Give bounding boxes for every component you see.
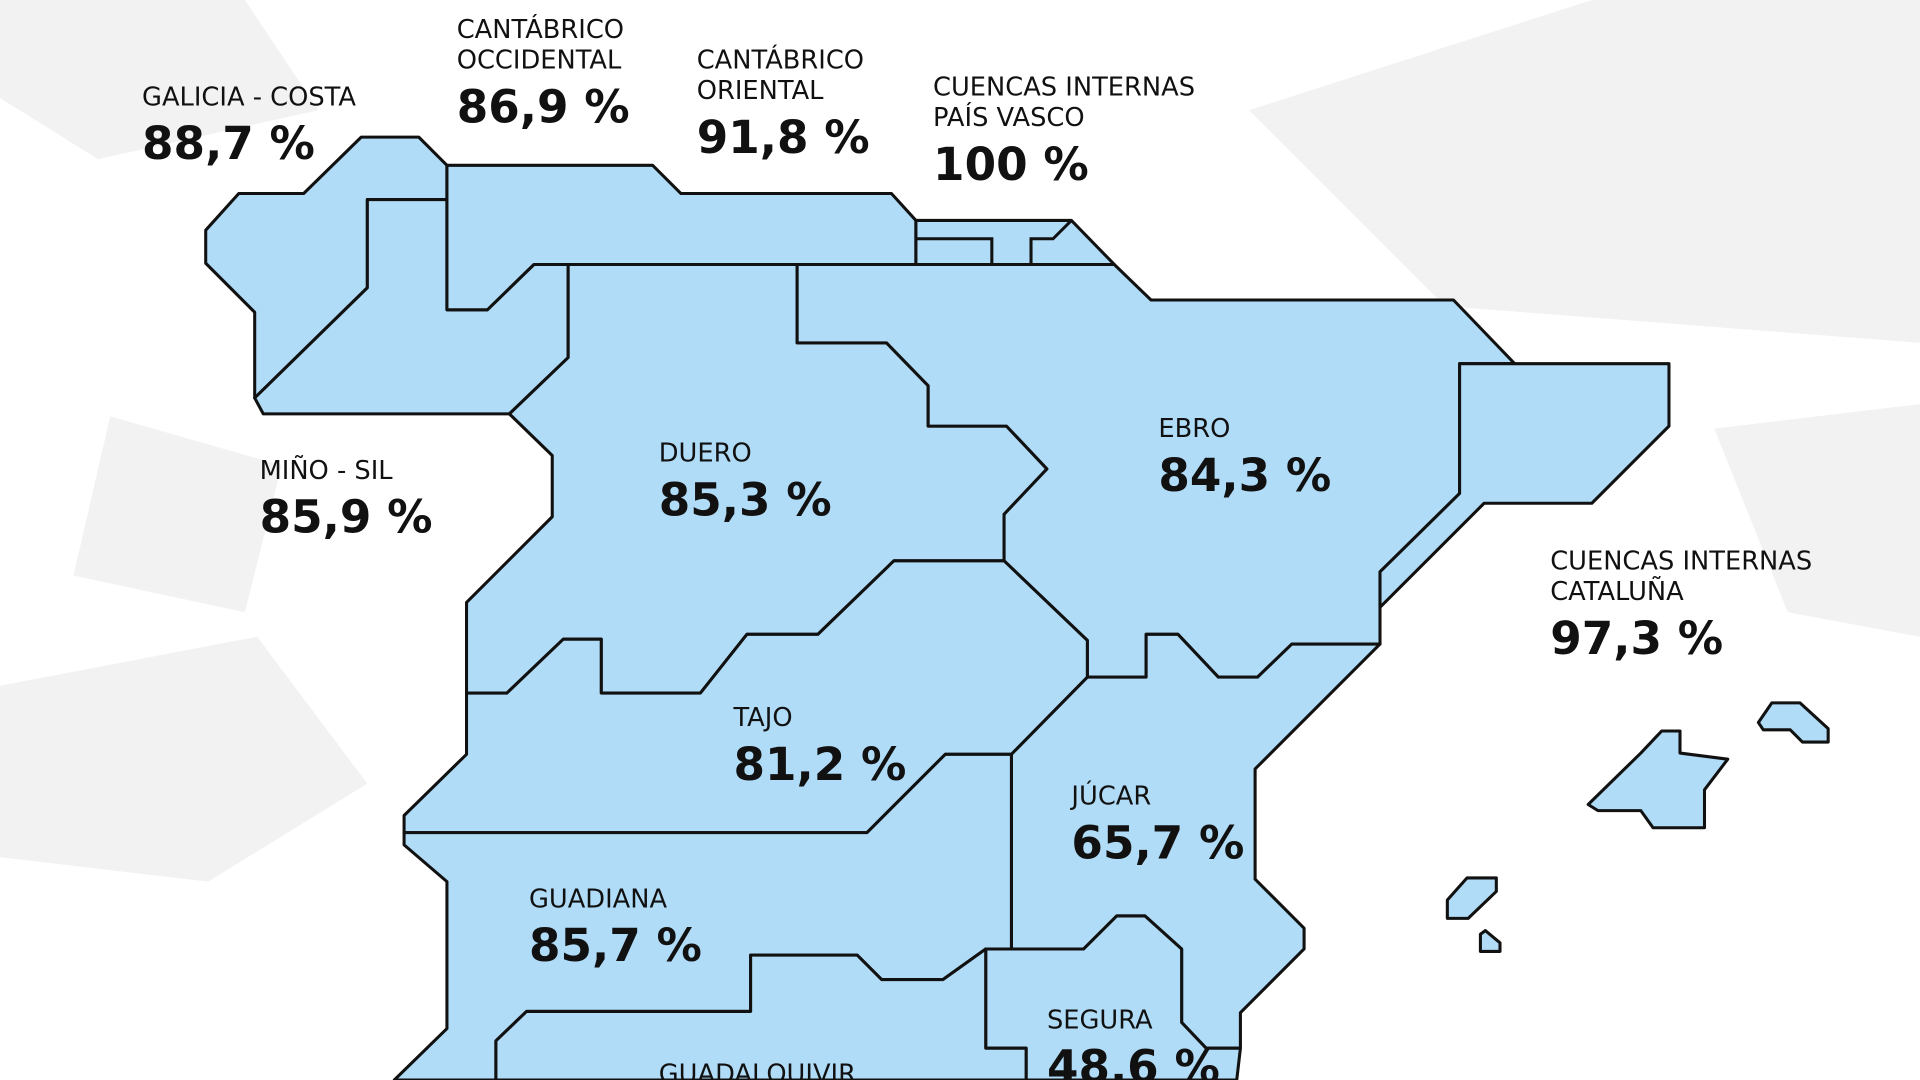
region-value: 85,3 % xyxy=(659,474,832,527)
region-pais-vasco xyxy=(914,218,1116,267)
region-name: TAJO xyxy=(732,703,792,733)
region-value: 97,3 % xyxy=(1550,612,1723,665)
region-name: CUENCAS INTERNAS xyxy=(933,73,1195,103)
region-name: EBRO xyxy=(1158,414,1230,444)
region-value: 88,7 % xyxy=(142,117,315,170)
region-value: 81,2 % xyxy=(733,738,906,791)
region-name: ORIENTAL xyxy=(697,76,824,106)
region-guadalquivir xyxy=(494,947,1028,1080)
region-name: SEGURA xyxy=(1047,1006,1153,1036)
region-name: CANTÁBRICO xyxy=(697,44,864,76)
island-menorca xyxy=(1756,701,1830,744)
island-ibiza xyxy=(1445,876,1498,920)
region-value: 100 % xyxy=(933,138,1089,191)
region-value: 84,3 % xyxy=(1158,449,1331,502)
region-value: 91,8 % xyxy=(697,111,870,164)
region-value: 86,9 % xyxy=(457,80,630,133)
background xyxy=(0,0,1920,882)
region-name: GUADALQUIVIR xyxy=(659,1059,856,1080)
region-value: 48,6 % xyxy=(1047,1040,1220,1080)
region-name: PAÍS VASCO xyxy=(933,101,1085,133)
boundary xyxy=(915,219,1073,265)
island-formentera xyxy=(1478,929,1502,953)
region-value: 85,7 % xyxy=(529,919,702,972)
region-name: OCCIDENTAL xyxy=(457,46,622,76)
region-name: MIÑO - SIL xyxy=(260,454,394,486)
island-mallorca xyxy=(1586,729,1730,830)
region-name: GUADIANA xyxy=(529,884,667,914)
region-name: CATALUÑA xyxy=(1550,575,1684,607)
region-value: 65,7 % xyxy=(1071,816,1244,869)
region-name: JÚCAR xyxy=(1069,779,1151,811)
region-name: CUENCAS INTERNAS xyxy=(1550,546,1812,576)
region-name: GALICIA - COSTA xyxy=(142,82,356,112)
region-name: CANTÁBRICO xyxy=(457,13,624,45)
region-name: DUERO xyxy=(659,439,752,469)
regions xyxy=(204,135,1830,1080)
region-value: 85,9 % xyxy=(260,491,433,544)
region-cataluna xyxy=(1378,362,1671,609)
